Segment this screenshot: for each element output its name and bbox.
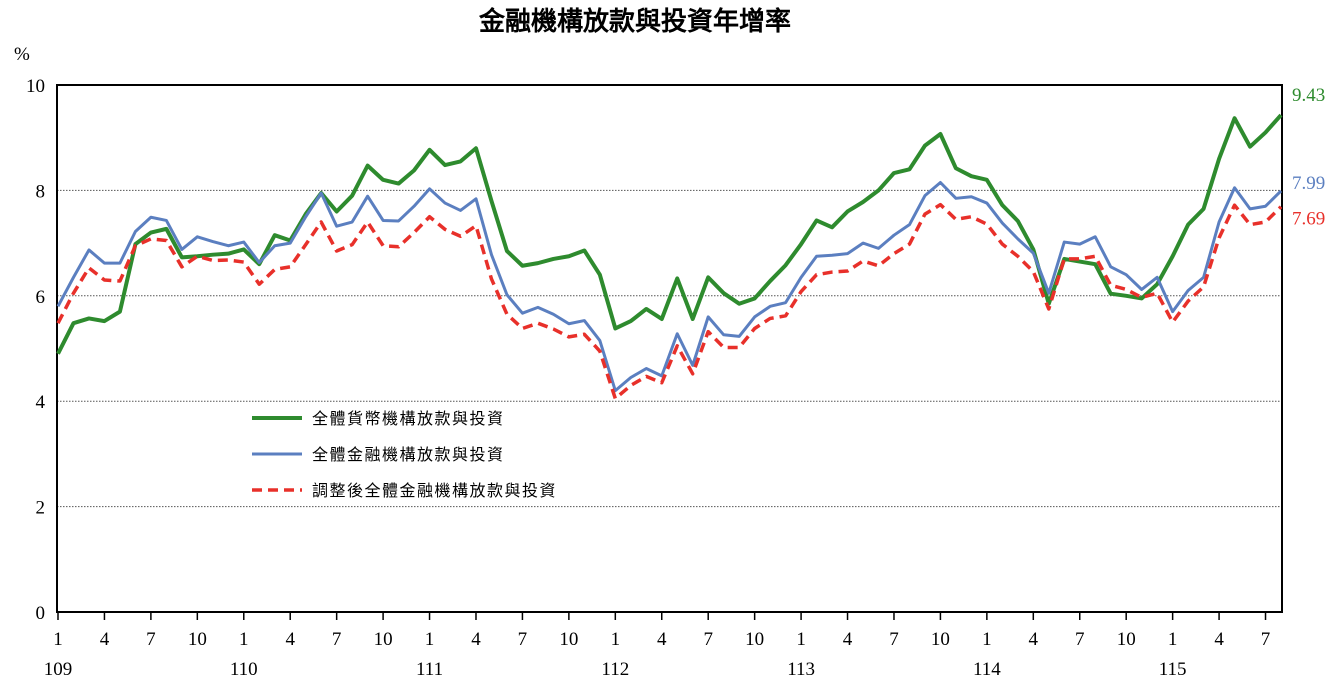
- y-axis: 0 2 4 6 8 10: [26, 76, 46, 624]
- x-tick-month: 10: [188, 629, 207, 650]
- x-tick-month: 10: [745, 629, 764, 650]
- y-tick-label: 2: [36, 498, 46, 519]
- y-tick-label: 0: [36, 603, 46, 624]
- x-tick-year: 115: [1159, 659, 1187, 680]
- x-tick-month: 1: [425, 629, 435, 650]
- series-end-label: 7.99: [1292, 173, 1325, 194]
- x-tick-month: 4: [1214, 629, 1224, 650]
- plot-frame: [56, 84, 1283, 613]
- x-tick-month: 1: [1168, 629, 1178, 650]
- legend-label: 全體金融機構放款與投資: [312, 445, 505, 464]
- x-tick-year: 110: [230, 659, 258, 680]
- x-tick-month: 4: [843, 629, 853, 650]
- legend-label: 調整後全體金融機構放款與投資: [312, 481, 557, 500]
- x-tick-month: 1: [796, 629, 806, 650]
- x-tick-month: 4: [285, 629, 295, 650]
- x-tick-month: 7: [1261, 629, 1271, 650]
- x-tick-month: 10: [931, 629, 950, 650]
- y-tick-label: 4: [36, 392, 46, 413]
- series-line-2: [56, 180, 1283, 393]
- x-tick-month: 7: [332, 629, 342, 650]
- y-tick-label: 10: [26, 76, 45, 97]
- y-tick-label: 6: [36, 287, 46, 308]
- gridlines: [57, 189, 1282, 508]
- x-tick-month: 1: [53, 629, 63, 650]
- series-line-1: [56, 113, 1283, 355]
- x-tick-month: 4: [471, 629, 481, 650]
- series-end-label: 7.69: [1292, 209, 1325, 230]
- x-tick-month: 4: [657, 629, 667, 650]
- series-line-3: [56, 202, 1283, 401]
- x-tick-month: 1: [611, 629, 621, 650]
- series-end-label: 9.43: [1292, 85, 1325, 106]
- y-tick-label: 8: [36, 181, 46, 202]
- x-tick-year: 113: [787, 659, 815, 680]
- x-tick-month: 7: [146, 629, 156, 650]
- x-tick-year: 109: [44, 659, 73, 680]
- x-tick-year: 112: [601, 659, 629, 680]
- x-tick-month: 4: [100, 629, 110, 650]
- y-axis-unit: %: [14, 44, 30, 65]
- x-tick-month: 1: [239, 629, 249, 650]
- x-tick-month: 7: [518, 629, 528, 650]
- x-tick-month: 1: [982, 629, 992, 650]
- x-tick-month: 4: [1029, 629, 1039, 650]
- x-tick-month: 7: [1075, 629, 1085, 650]
- x-tick-month: 10: [374, 629, 393, 650]
- legend-label: 全體貨幣機構放款與投資: [312, 409, 505, 428]
- x-tick-month: 7: [703, 629, 713, 650]
- series-lines: [56, 113, 1283, 401]
- x-tick-month: 10: [559, 629, 578, 650]
- x-tick-year: 114: [973, 659, 1001, 680]
- chart-title: 金融機構放款與投資年增率: [478, 6, 791, 37]
- end-labels: 9.43 7.99 7.69: [1292, 85, 1325, 230]
- x-tick-month: 7: [889, 629, 899, 650]
- x-tick-year: 111: [416, 659, 443, 680]
- x-tick-month: 10: [1117, 629, 1136, 650]
